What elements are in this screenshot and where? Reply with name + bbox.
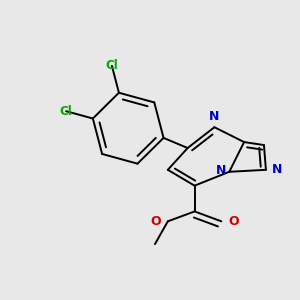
Text: Cl: Cl [60,105,73,118]
Text: N: N [216,164,226,177]
Text: O: O [150,215,161,228]
Text: N: N [272,163,282,176]
Text: N: N [209,110,220,123]
Text: Cl: Cl [106,59,118,72]
Text: O: O [228,215,239,228]
